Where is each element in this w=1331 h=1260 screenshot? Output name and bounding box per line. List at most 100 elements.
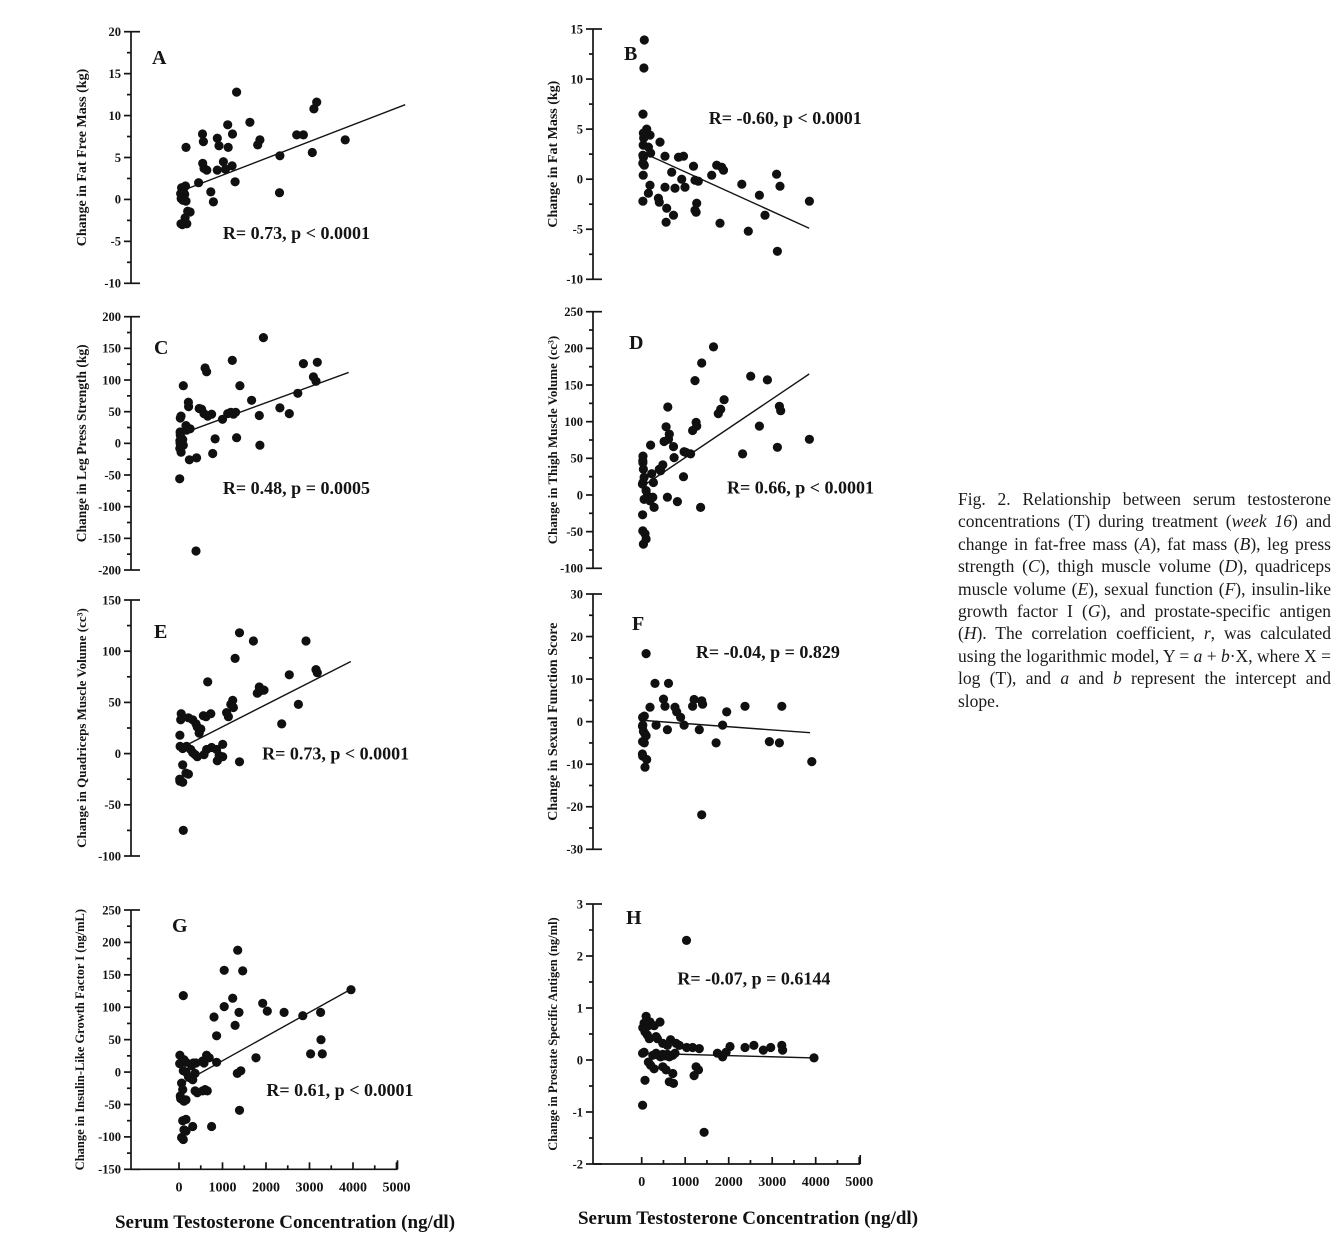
data-point [690, 376, 700, 386]
data-point [661, 422, 671, 432]
caption-segment: D [1224, 556, 1238, 577]
y-axis-title: Change in Sexual Function Score [546, 623, 561, 821]
x-tick-label: 4000 [339, 1180, 367, 1195]
data-point [804, 196, 815, 206]
data-point [655, 137, 665, 147]
x-axis [593, 1155, 862, 1165]
scatter-points [175, 945, 356, 1145]
caption-segment: G [1087, 601, 1101, 622]
caption-segment: represent the intercept and slope. [958, 668, 1331, 711]
y-tick-label: 15 [571, 22, 584, 36]
data-point [255, 440, 265, 450]
data-point [646, 440, 656, 450]
data-point [692, 198, 702, 208]
data-point [721, 1047, 731, 1057]
y-tick-label: -50 [104, 1098, 121, 1112]
y-tick-label: -200 [98, 563, 121, 577]
data-point [178, 381, 188, 391]
data-point [776, 406, 786, 416]
data-point [175, 730, 185, 740]
x-tick-label: 3000 [296, 1180, 324, 1195]
data-point [641, 649, 651, 659]
data-point [689, 1071, 699, 1081]
data-point [202, 165, 212, 175]
data-point [184, 455, 194, 465]
y-axis-title: Change in Prostate Specific Antigen (ng/… [546, 917, 560, 1150]
scatter-points [637, 649, 817, 820]
x-tick-label: 4000 [802, 1175, 830, 1190]
data-point [660, 151, 670, 161]
data-point [307, 147, 317, 158]
caption-segment: ), leg press strength ( [958, 533, 1331, 577]
data-point [722, 707, 732, 717]
y-tick-label: 50 [109, 696, 122, 710]
y-tick-label: 150 [102, 593, 121, 607]
data-point [737, 179, 747, 189]
data-point [293, 699, 303, 710]
caption-segment: b [1220, 645, 1230, 666]
data-point [772, 442, 783, 452]
data-point [208, 197, 218, 207]
data-point [317, 1049, 327, 1059]
data-point [746, 371, 756, 381]
data-point [659, 436, 669, 447]
data-point [638, 1100, 648, 1110]
panel-A: 20 15 10 5 0 -5 -10 A R= 0.73, p < 0.0001 Change … [75, 25, 406, 291]
data-point [233, 945, 243, 955]
data-point [643, 188, 654, 198]
y-tick-label: 200 [102, 310, 121, 324]
x-tick-label: 3000 [758, 1175, 786, 1190]
panel-F: 30 20 10 0 -10 -20 -30 F R= -0.04, p = 0.829 Chan… [546, 587, 840, 856]
data-point [181, 1095, 191, 1105]
data-point [210, 434, 220, 444]
data-point [185, 424, 195, 434]
y-tick-label: 3 [577, 897, 583, 911]
data-point [649, 1064, 659, 1074]
data-point [230, 1020, 240, 1030]
x-tick-label: 0 [638, 1175, 645, 1190]
regression-line [185, 104, 406, 191]
data-point [274, 188, 285, 198]
data-point [301, 636, 311, 646]
data-point [275, 151, 285, 161]
x-axis [131, 1160, 399, 1171]
data-point [231, 407, 241, 417]
y-tick-label: 50 [571, 452, 584, 466]
data-point [234, 1007, 244, 1018]
data-point [719, 395, 729, 405]
y-tick-label: -50 [104, 468, 121, 482]
data-point [178, 991, 188, 1001]
caption-segment: C [1027, 556, 1040, 577]
correlation-annotation: R= 0.48, p = 0.0005 [223, 478, 370, 498]
data-point [639, 63, 649, 73]
caption-segment: ). The correlation coefficient, [976, 623, 1204, 644]
data-point [245, 117, 255, 127]
data-point [698, 699, 708, 709]
data-point [223, 142, 233, 152]
data-point [178, 1134, 188, 1145]
data-point [190, 1068, 200, 1078]
data-point [760, 210, 770, 220]
data-point [181, 1114, 191, 1124]
y-axis-title: Change in Quadriceps Muscle Volume (cc³) [74, 608, 89, 848]
regression-line [180, 989, 351, 1085]
data-point [694, 725, 704, 735]
y-axis [586, 310, 602, 570]
caption-segment: Fig. 2. Relationship between serum testo… [958, 489, 1331, 532]
data-point [346, 985, 356, 995]
data-point [176, 447, 186, 457]
data-point [774, 738, 785, 748]
data-point [293, 388, 303, 398]
data-point [718, 165, 729, 175]
data-point [198, 137, 208, 147]
data-point [292, 130, 302, 140]
y-tick-label: -10 [566, 273, 583, 287]
y-tick-label: 100 [564, 415, 583, 429]
scatter-points [637, 342, 815, 549]
data-point [207, 1121, 217, 1132]
data-point [639, 738, 649, 748]
data-point [718, 720, 728, 730]
data-point [668, 210, 679, 220]
scatter-points [175, 333, 322, 556]
